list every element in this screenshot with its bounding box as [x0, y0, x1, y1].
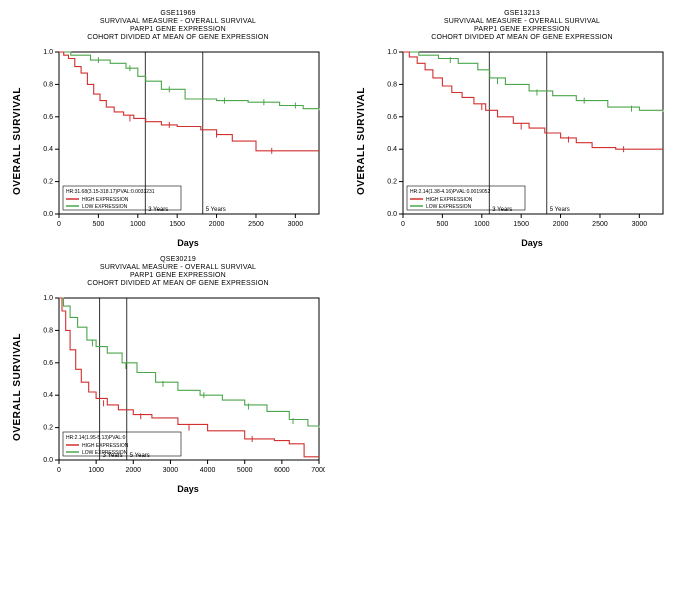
y-tick-label: 0.4	[387, 146, 397, 153]
plot-wrap: OVERALL SURVIVAL 0 1000 2000 3000 4000 5000 600…	[10, 292, 346, 482]
x-tick-label: 0	[401, 221, 405, 228]
legend-item-label: HIGH EXPRESSION	[82, 443, 129, 449]
x-axis-label: Days	[58, 238, 318, 248]
title-line: SURVIVAAL MEASURE - OVERALL SURVIVAL	[10, 264, 346, 272]
km-plot: 0 500 1000 1500 2000 2500 3000 0.0 0.2 0.4 0.6 0.8 1…	[25, 46, 325, 236]
y-tick-label: 0.6	[387, 114, 397, 121]
y-tick-label: 0.4	[43, 146, 53, 153]
x-tick-label: 1000	[474, 221, 490, 228]
km-curve-high	[59, 298, 319, 457]
legend-item-label: HIGH EXPRESSION	[426, 197, 473, 203]
title-line: PARP1 GENE EXPRESSION	[10, 272, 346, 280]
y-axis-label: OVERALL SURVIVAL	[354, 46, 369, 236]
survival-panel-gse13213: GSE13213SURVIVAAL MEASURE - OVERALL SURV…	[354, 10, 690, 248]
x-tick-label: 6000	[274, 467, 290, 474]
title-line: QSE30219	[10, 256, 346, 264]
x-axis-label: Days	[402, 238, 662, 248]
title-line: PARP1 GENE EXPRESSION	[10, 26, 346, 34]
km-curve-high	[403, 52, 663, 149]
y-axis-label: OVERALL SURVIVAL	[10, 292, 25, 482]
km-curve-high	[59, 52, 319, 151]
panel-titles: QSE30219SURVIVAAL MEASURE - OVERALL SURV…	[10, 256, 346, 288]
y-tick-label: 0.2	[387, 179, 397, 186]
title-line: SURVIVAAL MEASURE - OVERALL SURVIVAL	[10, 18, 346, 26]
legend-hr-text: HR:2.14(1.38-4.16)PVAL:0.0019052	[410, 189, 490, 195]
title-line: COHORT DIVIDED AT MEAN OF GENE EXPRESSIO…	[354, 34, 690, 42]
legend-hr-text: HR:31.68(3.15-318.17)PVAL:0.0033231	[66, 189, 155, 195]
y-tick-label: 0.8	[387, 82, 397, 89]
x-tick-label: 2500	[592, 221, 608, 228]
x-tick-label: 3000	[632, 221, 648, 228]
x-tick-label: 2000	[553, 221, 569, 228]
km-plot: 0 500 1000 1500 2000 2500 3000 0.0 0.2 0.4 0.6 0.8 1…	[369, 46, 669, 236]
y-tick-label: 0.6	[43, 114, 53, 121]
y-tick-label: 0.0	[43, 457, 53, 464]
y-tick-label: 0.6	[43, 360, 53, 367]
x-tick-label: 2500	[248, 221, 264, 228]
km-plot: 0 1000 2000 3000 4000 5000 6000 7000 0.0 0.2 0.4 0.…	[25, 292, 325, 482]
x-tick-label: 2000	[125, 467, 141, 474]
y-tick-label: 0.2	[43, 179, 53, 186]
title-line: PARP1 GENE EXPRESSION	[354, 26, 690, 34]
legend-item-label: LOW EXPRESSION	[426, 204, 472, 210]
panel-grid: GSE11969SURVIVAAL MEASURE - OVERALL SURV…	[10, 10, 690, 494]
y-tick-label: 0.4	[43, 393, 53, 400]
plot-wrap: OVERALL SURVIVAL 0 500 1000 1500 2000 2500 3000…	[354, 46, 690, 236]
y-tick-label: 1.0	[387, 49, 397, 56]
legend-item-label: LOW EXPRESSION	[82, 450, 128, 456]
x-tick-label: 2000	[209, 221, 225, 228]
title-line: COHORT DIVIDED AT MEAN OF GENE EXPRESSIO…	[10, 280, 346, 288]
title-line: GSE13213	[354, 10, 690, 18]
y-tick-label: 1.0	[43, 295, 53, 302]
plot-wrap: OVERALL SURVIVAL 0 500 1000 1500 2000 2500 3000…	[10, 46, 346, 236]
x-tick-label: 3000	[288, 221, 304, 228]
y-tick-label: 0.0	[43, 211, 53, 218]
panel-titles: GSE13213SURVIVAAL MEASURE - OVERALL SURV…	[354, 10, 690, 42]
panel-titles: GSE11969SURVIVAAL MEASURE - OVERALL SURV…	[10, 10, 346, 42]
x-tick-label: 4000	[200, 467, 216, 474]
y-tick-label: 0.0	[387, 211, 397, 218]
x-axis-label: Days	[58, 484, 318, 494]
x-tick-label: 1500	[513, 221, 529, 228]
x-tick-label: 0	[57, 467, 61, 474]
y-tick-label: 0.2	[43, 425, 53, 432]
title-line: SURVIVAAL MEASURE - OVERALL SURVIVAL	[354, 18, 690, 26]
x-tick-label: 0	[57, 221, 61, 228]
reference-label: 5 Years	[206, 207, 226, 213]
legend-hr-text: HR:2.14(1.95-5.13)PVAL:0	[66, 435, 126, 441]
legend-item-label: LOW EXPRESSION	[82, 204, 128, 210]
x-tick-label: 500	[437, 221, 449, 228]
x-tick-label: 500	[93, 221, 105, 228]
survival-panel-gse11969: GSE11969SURVIVAAL MEASURE - OVERALL SURV…	[10, 10, 346, 248]
km-curve-low	[59, 298, 319, 428]
title-line: COHORT DIVIDED AT MEAN OF GENE EXPRESSIO…	[10, 34, 346, 42]
reference-label: 5 Years	[550, 207, 570, 213]
title-line: GSE11969	[10, 10, 346, 18]
x-tick-label: 3000	[163, 467, 179, 474]
x-tick-label: 1000	[130, 221, 146, 228]
legend-item-label: HIGH EXPRESSION	[82, 197, 129, 203]
x-tick-label: 7000	[311, 467, 325, 474]
survival-panel-gse30219: QSE30219SURVIVAAL MEASURE - OVERALL SURV…	[10, 256, 346, 494]
x-tick-label: 1000	[88, 467, 104, 474]
y-axis-label: OVERALL SURVIVAL	[10, 46, 25, 236]
x-tick-label: 1500	[169, 221, 185, 228]
y-tick-label: 0.8	[43, 82, 53, 89]
x-tick-label: 5000	[237, 467, 253, 474]
y-tick-label: 0.8	[43, 328, 53, 335]
y-tick-label: 1.0	[43, 49, 53, 56]
